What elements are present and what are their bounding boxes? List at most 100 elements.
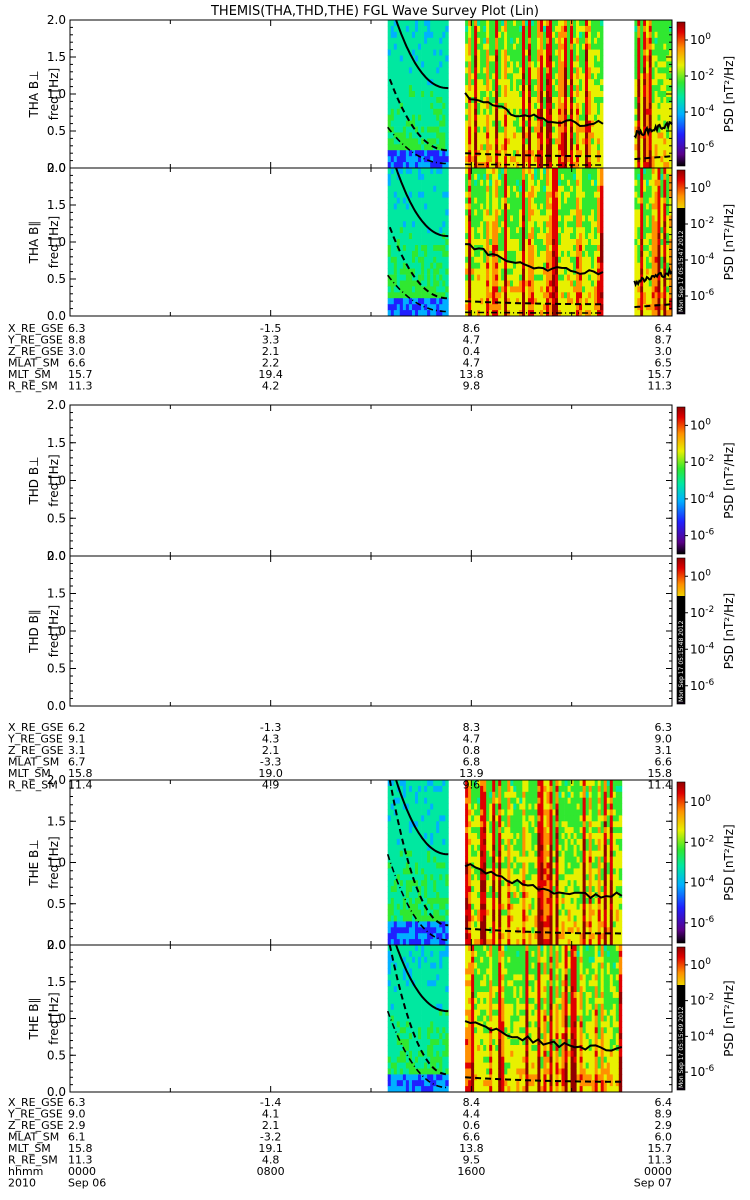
spectrogram-cell [495, 209, 499, 216]
spectrogram-cell [489, 61, 493, 68]
spectrogram-cell [600, 144, 604, 151]
spectrogram-cell [415, 185, 419, 193]
spectrogram-cell [555, 73, 559, 80]
spectrogram-cell [498, 126, 502, 133]
spectrogram-cell [546, 91, 550, 98]
freq-axis-label: freq [Hz] [47, 216, 61, 268]
spectrogram-cell [439, 909, 443, 916]
spectrogram-cell [442, 138, 446, 145]
spectrogram-cell [421, 37, 425, 45]
spectrogram-cell [531, 292, 535, 299]
spectrogram-cell [552, 185, 556, 193]
spectrogram-cell [393, 209, 398, 216]
spectrogram-cell [495, 43, 499, 50]
spectrogram-cell [471, 874, 475, 881]
spectrogram-cell [442, 939, 446, 946]
spectrogram-cell [430, 780, 434, 787]
spectrogram-cell [561, 233, 565, 240]
spectrogram-cell [433, 79, 437, 86]
spectrogram-cell [412, 915, 416, 922]
spectrogram-cell [480, 286, 484, 293]
spectrogram-cell [651, 114, 655, 121]
spectrogram-cell [501, 191, 505, 198]
spectrogram-cell [436, 886, 440, 893]
spectrogram-cell [522, 31, 526, 39]
spectrogram-cell [439, 197, 443, 204]
spectrogram-cell [477, 844, 481, 852]
spectrogram-cell [483, 55, 487, 62]
spectrogram-cell [418, 880, 422, 887]
spectrogram-cell [660, 138, 664, 145]
spectrogram-cell [465, 892, 469, 899]
spectrogram-cell [427, 880, 431, 887]
spectrogram-cell [666, 298, 670, 305]
spectrogram-cell [646, 179, 650, 187]
spectrogram-cell [399, 939, 404, 946]
spectrogram-cell [640, 221, 644, 228]
spectrogram-cell [660, 245, 664, 252]
spectrogram-cell [646, 304, 650, 311]
spectrogram-cell [585, 49, 589, 56]
spectrogram-cell [504, 114, 508, 121]
spectrogram-cell [427, 815, 431, 822]
spectrogram-cell [648, 221, 653, 228]
spectrogram-cell [436, 91, 440, 98]
spectrogram-cell [660, 268, 664, 275]
spectrogram-cell [495, 268, 499, 275]
spectrogram-cell [507, 49, 511, 56]
spectrogram-cell [579, 304, 583, 311]
spectrogram-cell [498, 233, 502, 240]
spectrogram-cell [495, 239, 499, 246]
spectrogram-cell [399, 909, 404, 916]
colorbar-tick-label: 100 [690, 568, 711, 583]
spectrogram-cell [486, 191, 490, 198]
spectrogram-cell [637, 168, 641, 175]
spectrogram-cell [387, 862, 392, 869]
spectrogram-cell [486, 185, 490, 193]
spectrogram-cell [418, 274, 422, 281]
spectrogram-cell [421, 91, 425, 98]
spectrogram-cell [567, 67, 571, 74]
spectrogram-cell [525, 61, 529, 68]
spectrogram-cell [471, 102, 475, 110]
spectrogram-cell [540, 250, 544, 258]
spectrogram-cell [594, 227, 598, 234]
spectrogram-cell [637, 73, 641, 80]
spectrogram-cell [408, 25, 413, 33]
spectrogram-cell [474, 102, 478, 110]
spectrogram-cell [412, 292, 416, 299]
spectrogram-cell [408, 268, 413, 275]
spectrogram-cell [465, 132, 469, 139]
spectrogram-cell [471, 844, 475, 852]
spectrogram-cell [408, 233, 413, 240]
spectrogram-cell [439, 886, 443, 893]
spectrogram-cell [507, 73, 511, 80]
spectrogram-cell [474, 215, 478, 222]
spectrogram-cell [393, 791, 398, 799]
spectrogram-cell [510, 227, 514, 234]
spectrogram-cell [424, 31, 428, 39]
spectrogram-cell [640, 179, 644, 187]
spectrogram-cell [427, 897, 431, 905]
spectrogram-cell [516, 173, 520, 181]
spectrogram-cell [498, 310, 502, 317]
spectrogram-cell [405, 815, 410, 822]
spectrogram-cell [582, 67, 586, 74]
spectrogram-cell [483, 25, 487, 33]
spectrogram-cell [646, 67, 650, 74]
spectrogram-cell [439, 927, 443, 934]
spectrogram-cell [480, 37, 484, 45]
spectrogram-cell [643, 20, 647, 27]
spectrogram-cell [387, 31, 392, 39]
spectrogram-cell [418, 245, 422, 252]
spectrogram-cell [573, 256, 577, 264]
spectrogram-cell [405, 298, 410, 305]
spectrogram-cell [570, 156, 574, 163]
spectrogram-cell [471, 25, 475, 33]
spectrogram-cell [477, 179, 481, 187]
gyrofrequency-line-solid [633, 266, 673, 288]
spectrogram-cell [651, 274, 655, 281]
spectrogram-cell [549, 168, 553, 175]
spectrogram-cell [421, 827, 425, 834]
spectrogram-cell [654, 298, 658, 305]
